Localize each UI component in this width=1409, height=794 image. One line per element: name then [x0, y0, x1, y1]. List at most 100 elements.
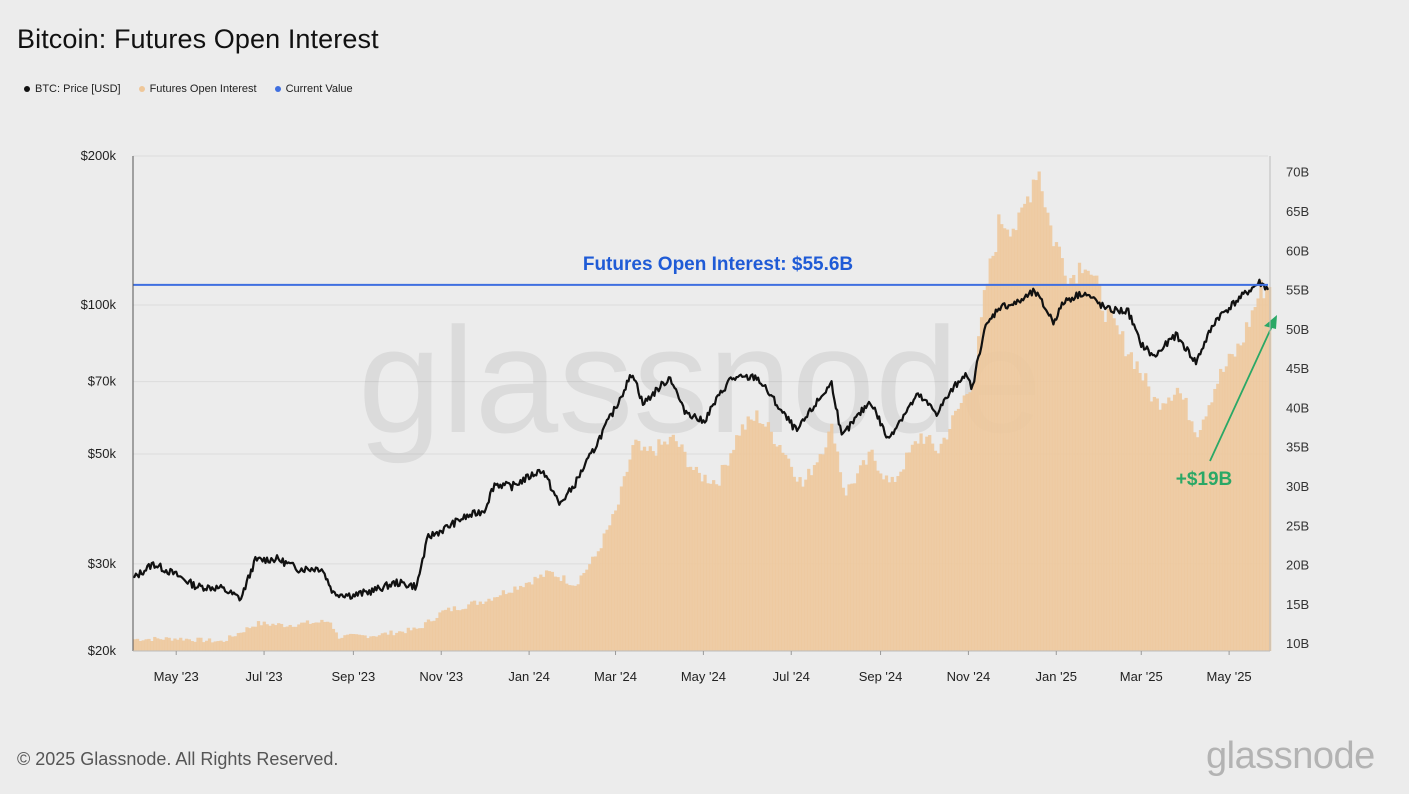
open-interest-bar — [1204, 416, 1208, 651]
open-interest-bar — [737, 435, 742, 651]
annotation-current-value: Futures Open Interest: $55.6B — [583, 254, 853, 275]
open-interest-bar — [305, 620, 310, 651]
open-interest-bar — [833, 443, 837, 651]
open-interest-bar — [1037, 171, 1041, 651]
open-interest-bar — [498, 595, 503, 651]
legend-item-price[interactable]: BTC: Price [USD] — [24, 83, 121, 95]
open-interest-bar — [844, 495, 848, 651]
open-interest-bar — [916, 443, 920, 651]
open-interest-bar — [363, 635, 367, 651]
open-interest-bar — [1198, 430, 1203, 651]
open-interest-bar — [769, 431, 773, 651]
open-interest-bar — [374, 636, 379, 651]
open-interest-bar — [582, 572, 586, 651]
open-interest-bar — [398, 631, 402, 651]
open-interest-bar — [573, 585, 578, 651]
open-interest-bar — [337, 638, 341, 651]
open-interest-bar — [1074, 283, 1079, 651]
open-interest-bar — [1126, 354, 1131, 651]
open-interest-bar — [432, 620, 436, 651]
open-interest-bar — [222, 641, 226, 651]
open-interest-bar — [423, 622, 428, 651]
open-interest-bar — [1193, 432, 1197, 651]
open-interest-bar — [1247, 326, 1252, 651]
open-interest-bar — [772, 443, 776, 651]
open-interest-bar — [977, 336, 981, 651]
open-interest-bar — [285, 626, 289, 651]
open-interest-bar — [536, 578, 540, 651]
open-interest-bar — [349, 633, 353, 651]
open-interest-bar — [565, 583, 569, 651]
open-interest-bar — [553, 576, 557, 651]
open-interest-bar — [1103, 321, 1108, 651]
x-tick-label: Mar '25 — [1120, 669, 1163, 684]
open-interest-bar — [1072, 274, 1076, 651]
open-interest-bar — [948, 429, 952, 651]
open-interest-bar — [478, 601, 482, 651]
open-interest-bar — [328, 622, 333, 651]
y-right-tick-label: 35B — [1286, 440, 1309, 455]
open-interest-bar — [1092, 275, 1096, 651]
open-interest-bar — [141, 640, 145, 651]
watermark-text: glassnode — [358, 296, 1042, 464]
open-interest-bar — [181, 640, 186, 651]
open-interest-bar — [637, 441, 641, 651]
open-interest-bar — [147, 638, 151, 651]
open-interest-bar — [161, 639, 166, 651]
y-right-tick-label: 30B — [1286, 479, 1309, 494]
x-tick-label: Jan '25 — [1036, 669, 1078, 684]
legend-label-open-interest: Futures Open Interest — [149, 83, 257, 95]
open-interest-bar — [1216, 383, 1220, 651]
open-interest-bar — [651, 451, 655, 651]
y-left-tick-label: $100k — [81, 297, 117, 312]
open-interest-bar — [326, 621, 330, 651]
open-interest-bar — [928, 435, 932, 651]
open-interest-bar — [1167, 397, 1171, 651]
open-interest-bar — [1083, 269, 1087, 651]
open-interest-bar — [1046, 212, 1050, 652]
open-interest-bar — [758, 423, 762, 651]
open-interest-bar — [403, 633, 408, 651]
legend-label-price: BTC: Price [USD] — [35, 83, 121, 95]
open-interest-bar — [1080, 273, 1085, 651]
open-interest-bar — [965, 394, 969, 651]
open-interest-bar — [723, 464, 727, 651]
open-interest-bar — [452, 606, 457, 651]
y-right-tick-label: 40B — [1286, 400, 1309, 415]
open-interest-bar — [196, 637, 200, 651]
open-interest-bar — [585, 569, 589, 651]
open-interest-bar — [654, 455, 658, 651]
open-interest-bar — [493, 597, 497, 651]
open-interest-bar — [490, 600, 494, 651]
open-interest-bar — [389, 630, 393, 651]
open-interest-bar — [619, 486, 624, 651]
open-interest-bar — [703, 474, 707, 651]
open-interest-bar — [709, 483, 713, 651]
open-interest-bar — [925, 436, 929, 651]
open-interest-bar — [1244, 322, 1249, 651]
open-interest-bar — [1207, 405, 1211, 651]
legend-item-current-value[interactable]: Current Value — [274, 83, 353, 95]
legend-item-open-interest[interactable]: Futures Open Interest — [138, 83, 257, 95]
open-interest-bar — [821, 454, 825, 651]
open-interest-bar — [1049, 225, 1053, 651]
open-interest-bar — [539, 574, 543, 651]
open-interest-bar — [899, 471, 903, 651]
open-interest-bar — [1005, 229, 1010, 651]
open-interest-bar — [248, 628, 252, 651]
open-interest-bar — [187, 639, 192, 651]
open-interest-bar — [487, 598, 491, 651]
open-interest-bar — [1034, 180, 1038, 652]
open-interest-bar — [954, 410, 958, 651]
open-interest-bar — [516, 589, 520, 651]
open-interest-bar — [691, 470, 696, 651]
open-interest-bar — [1077, 262, 1082, 651]
open-interest-bar — [346, 634, 350, 651]
open-interest-bar — [807, 468, 811, 651]
open-interest-bar — [982, 290, 987, 651]
y-right-tick-label: 25B — [1286, 518, 1309, 533]
open-interest-bar — [1135, 361, 1139, 651]
open-interest-bar — [323, 621, 327, 651]
x-tick-label: May '24 — [681, 669, 726, 684]
open-interest-bar — [1175, 387, 1180, 651]
